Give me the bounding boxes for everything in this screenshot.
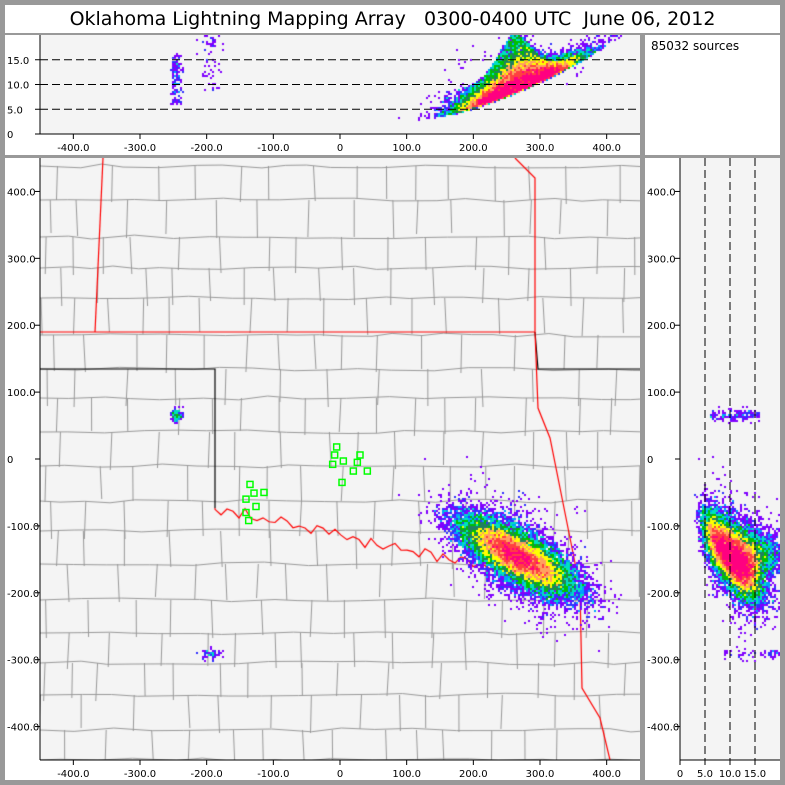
plan-y-tick-label: 100.0 xyxy=(7,388,36,399)
altitude-x-tick-label: -200.0 xyxy=(191,143,223,154)
ns-x-tick-label: 15.0 xyxy=(744,769,766,780)
plan-x-tick-label: 400.0 xyxy=(592,769,621,780)
lma-station-marker xyxy=(328,460,337,469)
ns-y-tick-label: 100.0 xyxy=(647,388,676,399)
altitude-y-tick-label: 15.0 xyxy=(7,56,29,67)
altitude-x-tick-label: 0 xyxy=(337,143,343,154)
source-count: 85032 sources xyxy=(651,39,740,53)
plan-y-tick-label: 300.0 xyxy=(7,254,36,265)
lma-station-marker xyxy=(250,489,258,497)
ns-y-tick-label: 200.0 xyxy=(647,321,676,332)
lma-station-marker xyxy=(339,457,348,465)
plan-y-tick-label: -400.0 xyxy=(7,723,39,734)
ns-y-tick-label: -400.0 xyxy=(647,723,679,734)
lma-station-marker xyxy=(330,451,339,459)
altitude-x-tick-label: 400.0 xyxy=(592,143,621,154)
plot-title: Oklahoma Lightning Mapping Array 0300-04… xyxy=(5,5,780,33)
altitude-x-tick-label: -100.0 xyxy=(257,143,289,154)
altitude-x-tick-label: 200.0 xyxy=(459,143,488,154)
altitude-x-tick-label: -300.0 xyxy=(124,143,156,154)
plan-x-tick-label: 300.0 xyxy=(526,769,555,780)
ns-y-tick-label: 300.0 xyxy=(647,254,676,265)
lma-station-marker xyxy=(363,467,372,475)
ns-x-tick-label: 5.0 xyxy=(697,769,713,780)
ns-y-tick-label: -100.0 xyxy=(647,522,679,533)
ns-y-tick-label: 0 xyxy=(647,455,653,466)
plan-x-tick-label: 100.0 xyxy=(392,769,421,780)
lma-station-marker xyxy=(244,516,253,525)
lma-station-marker xyxy=(356,451,364,459)
plan-y-tick-label: -100.0 xyxy=(7,522,39,533)
lma-station-marker xyxy=(242,495,250,503)
lma-station-marker xyxy=(252,502,260,511)
lma-station-marker xyxy=(242,508,250,517)
lma-station-marker xyxy=(353,458,362,467)
plan-y-tick-label: 200.0 xyxy=(7,321,36,332)
lma-station-marker xyxy=(260,488,268,497)
lma-station-marker xyxy=(338,478,346,487)
plan-x-tick-label: 200.0 xyxy=(459,769,488,780)
altitude-x-tick-label: -400.0 xyxy=(57,143,89,154)
plan-x-tick-label: -100.0 xyxy=(257,769,289,780)
plan-y-tick-label: -200.0 xyxy=(7,589,39,600)
plan-x-tick-label: -200.0 xyxy=(191,769,223,780)
lma-station-marker xyxy=(246,480,254,489)
ns-y-tick-label: 400.0 xyxy=(647,187,676,198)
altitude-y-tick-label: 10.0 xyxy=(7,81,29,92)
ns-x-tick-label: 10.0 xyxy=(719,769,741,780)
lma-station-marker xyxy=(349,467,358,475)
ns-y-tick-label: -300.0 xyxy=(647,656,679,667)
plan-y-tick-label: 0 xyxy=(7,455,13,466)
plan-y-tick-label: 400.0 xyxy=(7,187,36,198)
info-panel: 85032 sources xyxy=(645,35,780,155)
plan-y-tick-label: -300.0 xyxy=(7,656,39,667)
ns-y-tick-label: -200.0 xyxy=(647,589,679,600)
ns-x-tick-label: 0 xyxy=(677,769,683,780)
plan-x-tick-label: -300.0 xyxy=(124,769,156,780)
altitude-y-tick-label: 5.0 xyxy=(7,105,23,116)
altitude-x-tick-label: 300.0 xyxy=(526,143,555,154)
plan-x-tick-label: 0 xyxy=(337,769,343,780)
plan-x-tick-label: -400.0 xyxy=(57,769,89,780)
altitude-x-tick-label: 100.0 xyxy=(392,143,421,154)
altitude-y-tick-label: 0 xyxy=(7,130,13,141)
lma-station-marker xyxy=(332,443,341,451)
